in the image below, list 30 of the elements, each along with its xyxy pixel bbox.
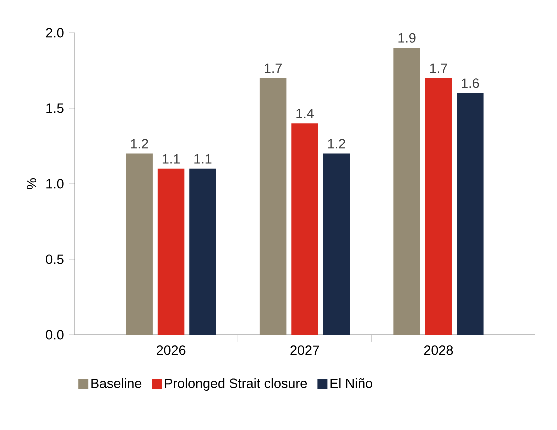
bar [190, 168, 216, 335]
data-label: 1.9 [398, 33, 416, 43]
y-tick-label: 1.0 [46, 179, 64, 189]
data-label: 1.1 [194, 154, 212, 164]
bar [457, 93, 484, 335]
legend-label: Prolonged Strait closure [165, 378, 308, 391]
bar [425, 78, 452, 335]
data-label: 1.7 [430, 64, 448, 74]
bar [260, 78, 287, 335]
x-tick-label: 2026 [156, 346, 186, 356]
bar [323, 154, 350, 335]
bar [292, 124, 318, 335]
y-tick-label: 0.0 [46, 330, 64, 340]
x-tick-label: 2027 [290, 346, 320, 356]
bar [126, 154, 153, 335]
y-axis-title: % [27, 178, 36, 190]
y-tick-label: 2.0 [46, 28, 64, 38]
data-label: 1.6 [462, 78, 480, 88]
data-label: 1.2 [328, 139, 346, 149]
x-tick-label: 2028 [424, 346, 454, 356]
bar [158, 168, 185, 335]
y-tick-label: 1.5 [46, 104, 64, 114]
bar [394, 48, 420, 335]
data-label: 1.1 [162, 154, 180, 164]
data-label: 1.4 [296, 109, 314, 118]
data-label: 1.2 [131, 139, 148, 149]
y-tick-label: 0.5 [46, 254, 64, 264]
data-label: 1.7 [264, 64, 282, 74]
legend-label: Baseline [92, 378, 142, 388]
legend-label: El Niño [330, 378, 372, 388]
